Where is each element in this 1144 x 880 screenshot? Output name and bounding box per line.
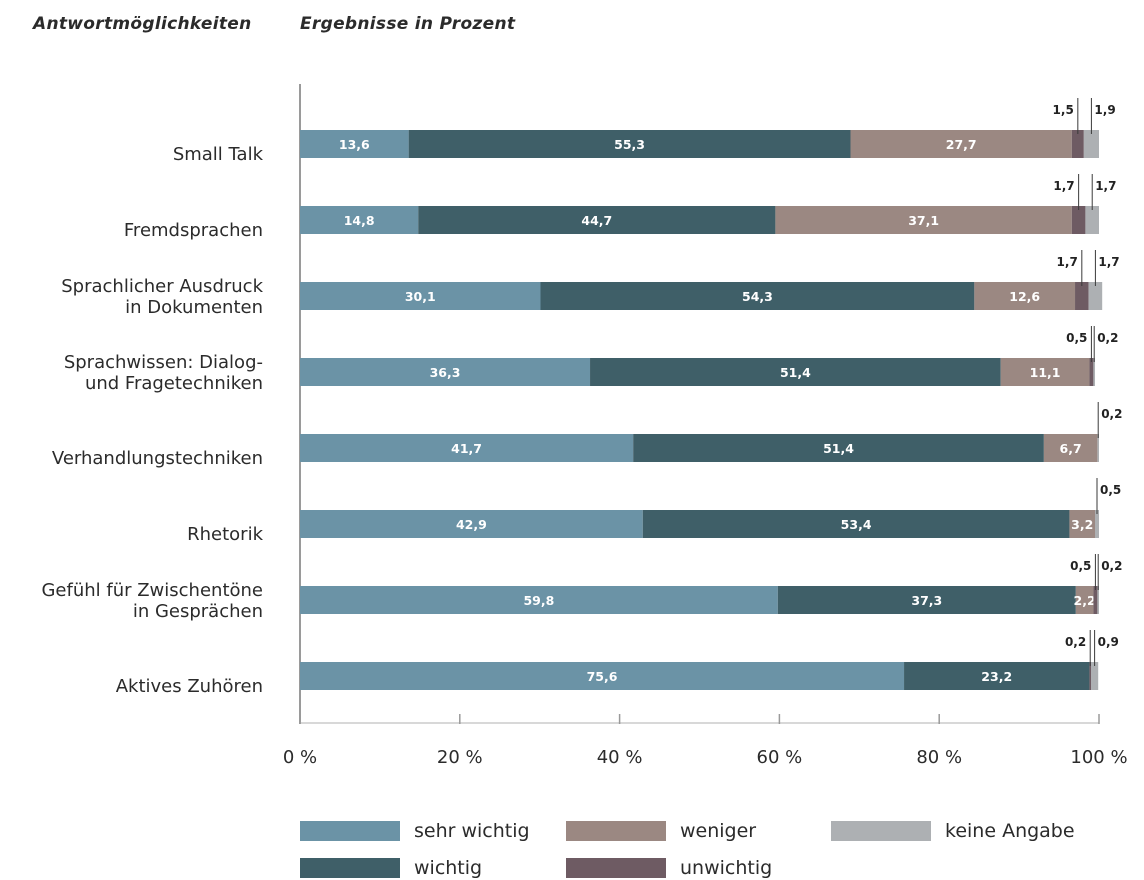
bar-segment — [974, 282, 1076, 310]
callout-label: 0,2 — [1101, 407, 1122, 421]
callout-label: 1,5 — [1053, 103, 1074, 117]
callout-label: 1,7 — [1098, 255, 1119, 269]
callout-label: 0,5 — [1070, 559, 1091, 573]
bar-segment — [540, 282, 975, 310]
bar-value-label: 36,3 — [430, 365, 461, 380]
bar-value-label: 14,8 — [344, 213, 375, 228]
bar-segment — [1088, 282, 1103, 310]
bar-value-label: 37,1 — [908, 213, 939, 228]
bar-segment — [1085, 206, 1099, 234]
callout-label: 0,9 — [1098, 635, 1119, 649]
category-label: Sprachwissen: Dialog- — [64, 352, 263, 373]
bar-segment — [300, 510, 643, 538]
bar-segment — [1095, 510, 1099, 538]
bar-segment — [300, 206, 419, 234]
bar-value-label: 75,6 — [587, 669, 618, 684]
bar-value-label: 59,8 — [523, 593, 554, 608]
bar-segment — [1071, 130, 1084, 158]
bar-segment — [1093, 586, 1098, 614]
bar-segment — [1097, 586, 1099, 614]
bar-segment — [1093, 358, 1096, 386]
category-label: Sprachlicher Ausdruck — [61, 276, 263, 297]
callout-label: 0,5 — [1100, 483, 1121, 497]
category-label: in Gesprächen — [133, 601, 263, 622]
category-label: Small Talk — [173, 144, 264, 165]
bar-value-label: 13,6 — [339, 137, 370, 152]
bar-value-label: 53,4 — [841, 517, 872, 532]
bar-segment — [1097, 434, 1099, 462]
bar-segment — [1083, 130, 1099, 158]
bar-segment — [590, 358, 1001, 386]
bar-segment — [642, 510, 1070, 538]
x-tick-label: 0 % — [283, 747, 317, 768]
categories-header: Antwortmöglichkeiten — [33, 14, 252, 34]
bar-segment — [904, 662, 1090, 690]
bar-segment — [1075, 282, 1089, 310]
callout-label: 1,9 — [1094, 103, 1115, 117]
category-label: Verhandlungstechniken — [52, 448, 263, 469]
x-tick-label: 40 % — [597, 747, 643, 768]
bar-segment — [1075, 586, 1094, 614]
results-header: Ergebnisse in Prozent — [300, 14, 516, 34]
bar-value-label: 2,2 — [1074, 593, 1096, 608]
bar-value-label: 41,7 — [451, 441, 482, 456]
category-label: Rhetorik — [187, 524, 263, 545]
bar-value-label: 30,1 — [405, 289, 436, 304]
category-label: Aktives Zuhören — [116, 676, 263, 697]
bar-value-label: 6,7 — [1060, 441, 1082, 456]
bar-segment — [1071, 206, 1086, 234]
category-label: Gefühl für Zwischentöne — [41, 580, 263, 601]
x-tick-label: 20 % — [437, 747, 483, 768]
bar-segment — [775, 206, 1072, 234]
bar-value-label: 55,3 — [614, 137, 645, 152]
bar-segment — [418, 206, 776, 234]
bar-segment — [300, 130, 409, 158]
callout-label: 0,2 — [1101, 559, 1122, 573]
bar-value-label: 37,3 — [911, 593, 942, 608]
bar-value-label: 44,7 — [581, 213, 612, 228]
callout-label: 0,2 — [1065, 635, 1086, 649]
x-tick-label: 100 % — [1070, 747, 1127, 768]
bar-segment — [1091, 662, 1099, 690]
callout-label: 1,7 — [1057, 255, 1078, 269]
bar-value-label: 54,3 — [742, 289, 773, 304]
category-label: Fremdsprachen — [124, 220, 263, 241]
bar-value-label: 11,1 — [1030, 365, 1061, 380]
bar-segment — [300, 282, 541, 310]
bar-segment — [850, 130, 1072, 158]
bar-value-label: 23,2 — [981, 669, 1012, 684]
category-label: und Fragetechniken — [85, 373, 263, 394]
callout-label: 0,2 — [1097, 331, 1118, 345]
bar-segment — [408, 130, 851, 158]
bar-value-label: 42,9 — [456, 517, 487, 532]
bar-value-label: 3,2 — [1071, 517, 1093, 532]
bar-value-label: 51,4 — [780, 365, 811, 380]
bar-segment — [300, 358, 591, 386]
category-label: in Dokumenten — [125, 297, 263, 318]
bar-segment — [1069, 510, 1096, 538]
bar-value-label: 12,6 — [1009, 289, 1040, 304]
bar-value-label: 51,4 — [823, 441, 854, 456]
callout-label: 0,5 — [1066, 331, 1087, 345]
bar-segment — [300, 586, 778, 614]
bar-value-label: 27,7 — [946, 137, 977, 152]
bar-segment — [1089, 358, 1094, 386]
x-tick-label: 60 % — [757, 747, 803, 768]
bar-segment — [300, 662, 905, 690]
bar-segment — [1000, 358, 1090, 386]
bar-segment — [777, 586, 1076, 614]
x-tick-label: 80 % — [916, 747, 962, 768]
callout-label: 1,7 — [1095, 179, 1116, 193]
bar-segment — [1043, 434, 1098, 462]
bar-segment — [633, 434, 1044, 462]
bar-segment — [1089, 662, 1092, 690]
callout-label: 1,7 — [1053, 179, 1074, 193]
bar-segment — [300, 434, 634, 462]
